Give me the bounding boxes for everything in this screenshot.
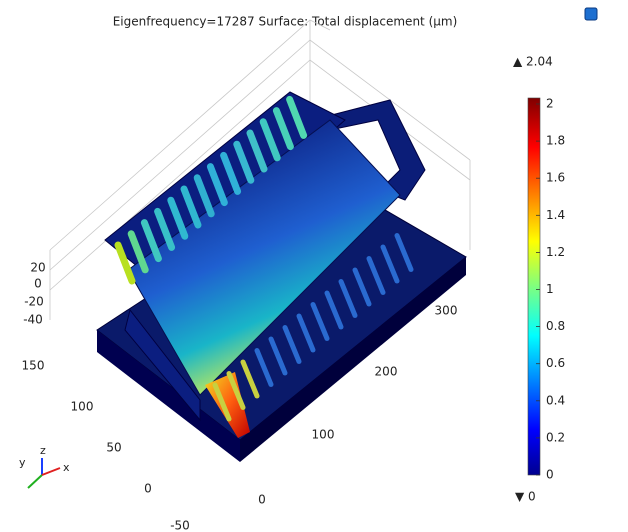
y-tick-label: 50: [106, 441, 121, 455]
comb-finger: [246, 129, 268, 173]
z-tick-label: 0: [34, 277, 42, 291]
colorbar-tick-label: 1: [546, 282, 554, 296]
comb-finger: [254, 348, 274, 387]
comb-finger: [206, 163, 228, 207]
z-tick-label: -20: [24, 295, 44, 309]
colorbar-tick-label: 1.2: [546, 245, 565, 259]
comb-finger: [193, 174, 215, 218]
comb-finger: [282, 325, 302, 364]
comb-finger: [240, 359, 260, 399]
comb-finger: [394, 233, 414, 272]
x-tick-label: 200: [375, 365, 398, 379]
comb-finger: [259, 118, 281, 162]
z-tick-label: -40: [23, 313, 43, 327]
colorbar: ▲ 2.04 ▼ 0 2 1.8 1.6 1.4 1.2 1 0.8 0.6 0.4 0.2 0: [513, 55, 565, 504]
comb-finger: [324, 290, 344, 330]
comb-finger: [366, 256, 386, 295]
y-tick-label: 0: [144, 482, 152, 496]
y-tick-label: 150: [22, 359, 45, 373]
comb-finger: [338, 279, 358, 318]
comb-finger: [268, 336, 288, 376]
colorbar-tick-label: 1.6: [546, 171, 565, 185]
comb-finger: [140, 219, 162, 263]
comb-finger: [286, 95, 308, 139]
bounding-box-grid: [49, 19, 471, 320]
comb-finger: [127, 230, 149, 274]
colorbar-gradient: [527, 97, 541, 476]
colorbar-tick-label: 1.8: [546, 134, 565, 148]
comb-finger: [296, 313, 316, 353]
comb-finger: [226, 371, 246, 410]
colorbar-tick-label: 0.2: [546, 430, 565, 444]
plot-title: Eigenfrequency=17287 Surface: Total disp…: [113, 15, 458, 29]
x-tick-label: 0: [258, 493, 266, 507]
x-tick-label: 100: [312, 428, 335, 442]
comb-finger: [114, 241, 136, 285]
colorbar-min-label: ▼ 0: [515, 490, 536, 504]
model-geometry: [96, 91, 467, 462]
colorbar-tick-label: 0.4: [546, 393, 565, 407]
y-tick-label: 100: [71, 400, 94, 414]
triad-label: y: [19, 456, 26, 469]
y-tick-label: -50: [170, 519, 190, 532]
toolbar-icon[interactable]: [584, 7, 598, 21]
comb-finger: [352, 267, 372, 307]
colorbar-tick-label: 2: [546, 97, 554, 111]
triad-label: x: [63, 461, 70, 474]
comb-finger: [380, 244, 400, 284]
comb-finger: [154, 207, 176, 251]
colorbar-tick-label: 0.6: [546, 356, 565, 370]
comb-finger: [233, 140, 255, 184]
colorbar-tick-label: 1.4: [546, 208, 565, 222]
axis-labels: 20 0 -20 -40 150 100 50 0 -50 0 100 200 …: [22, 261, 458, 532]
colorbar-tick-label: 0.8: [546, 319, 565, 333]
x-tick-label: 300: [435, 304, 458, 318]
triad-label: z: [40, 444, 46, 457]
colorbar-tick-label: 0: [546, 468, 554, 482]
comb-finger: [167, 196, 189, 240]
axis-triad: y z x: [19, 444, 70, 489]
comb-finger: [180, 185, 202, 229]
comb-finger: [310, 302, 330, 341]
comb-finger: [220, 151, 242, 195]
comb-finger: [212, 382, 232, 422]
comb-finger: [272, 107, 294, 151]
colorbar-max-label: ▲ 2.04: [513, 55, 553, 69]
z-tick-label: 20: [30, 261, 45, 275]
